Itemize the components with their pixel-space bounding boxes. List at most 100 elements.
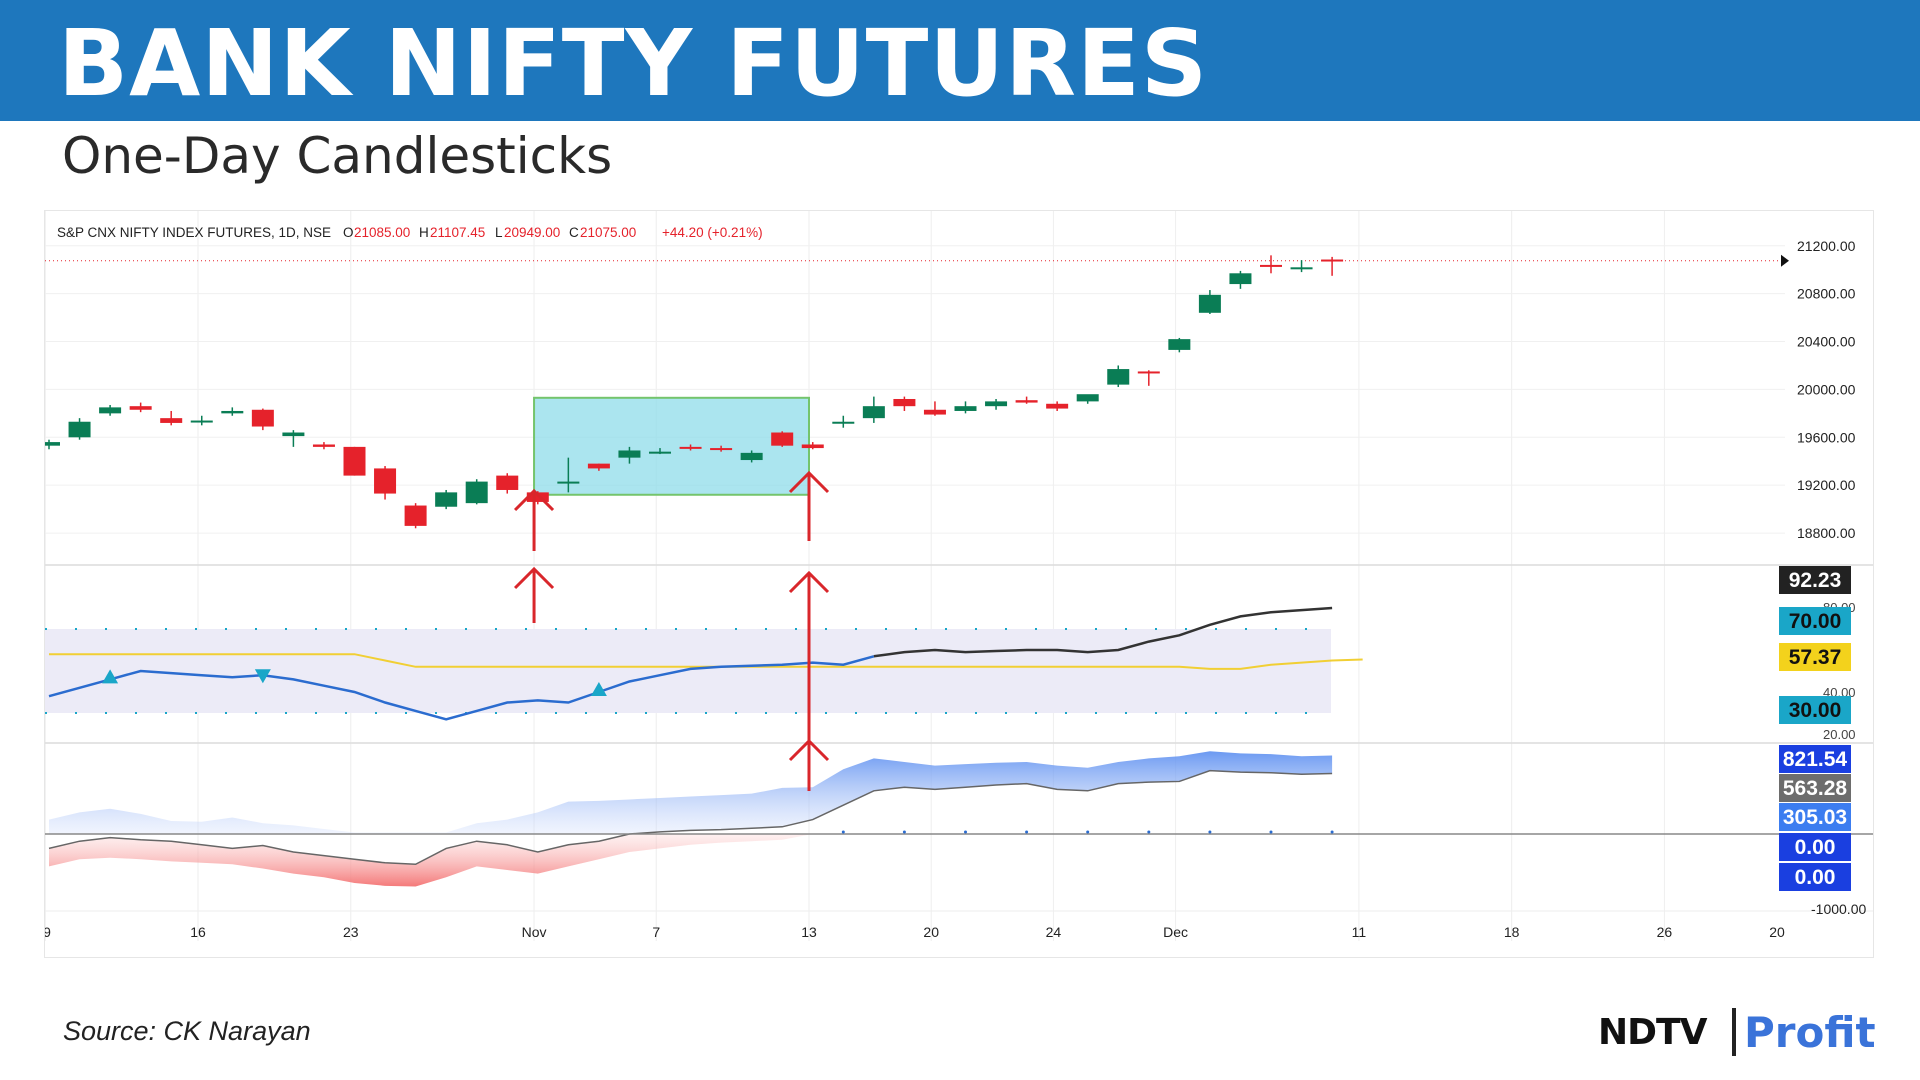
up-candle xyxy=(862,396,885,423)
candle-body xyxy=(771,432,794,446)
candle-body xyxy=(343,446,366,476)
ohlc-close-value: 21075.00 xyxy=(580,225,636,240)
x-tick-label: 18 xyxy=(1504,924,1520,940)
price-tick-label: 21200.00 xyxy=(1797,238,1856,254)
candle-body xyxy=(526,492,549,502)
candle-body xyxy=(496,475,519,490)
candle-body xyxy=(374,468,397,494)
ohlc-high-label: H xyxy=(419,225,429,240)
down-candle xyxy=(496,473,519,494)
down-candle xyxy=(160,410,183,426)
candle-body xyxy=(954,406,977,411)
candle-body xyxy=(587,463,610,469)
osc-value-30: 30.00 xyxy=(1779,696,1851,724)
value-badge-text: 0.00 xyxy=(1795,836,1836,859)
page-subtitle: One-Day Candlesticks xyxy=(62,127,613,185)
candle-body xyxy=(190,420,213,423)
oscillator-panel xyxy=(45,606,1363,721)
x-tick-label: Nov xyxy=(522,924,547,940)
up-candle xyxy=(1076,394,1099,404)
hist-value-821: 821.54 xyxy=(1779,745,1851,773)
chart-frame: S&P CNX NIFTY INDEX FUTURES, 1D, NSE O 2… xyxy=(44,210,1874,958)
histogram-dot xyxy=(1330,830,1334,834)
hist-value-305: 305.03 xyxy=(1779,803,1851,831)
histogram-dot xyxy=(1147,830,1151,834)
candle-body xyxy=(435,492,458,507)
candle-body xyxy=(312,444,335,447)
value-badge-bg xyxy=(1779,607,1851,635)
price-tick-label: 20400.00 xyxy=(1797,334,1856,350)
down-candle xyxy=(312,442,335,450)
candle-body xyxy=(1076,394,1099,402)
ohlc-close-label: C xyxy=(569,225,579,240)
value-badge-bg xyxy=(1779,745,1851,773)
value-badge-text: 70.00 xyxy=(1789,610,1842,633)
value-badge-bg xyxy=(1779,696,1851,724)
value-badge-text: 0.00 xyxy=(1795,866,1836,889)
down-candle xyxy=(587,463,610,471)
candle-body xyxy=(404,505,427,526)
down-candle xyxy=(893,396,916,411)
candle-body xyxy=(45,442,60,446)
down-candle xyxy=(404,503,427,529)
x-tick-label: 16 xyxy=(190,924,206,940)
value-badge-text: 30.00 xyxy=(1789,699,1842,722)
up-candle xyxy=(954,401,977,414)
candle-body xyxy=(221,410,244,414)
candle-body xyxy=(68,421,91,438)
value-badge-bg xyxy=(1779,774,1851,802)
hist-value-zero-b: 0.00 xyxy=(1779,863,1851,891)
histogram-axis-label: -1000.00 xyxy=(1811,901,1866,917)
value-badge-bg xyxy=(1779,643,1851,671)
ohlc-low-value: 20949.00 xyxy=(504,225,560,240)
up-candle xyxy=(1168,337,1191,353)
candle-body xyxy=(99,407,122,414)
candle-body xyxy=(1321,259,1344,262)
price-tick-label: 20800.00 xyxy=(1797,286,1856,302)
candlestick-chart: S&P CNX NIFTY INDEX FUTURES, 1D, NSE O 2… xyxy=(45,211,1873,941)
x-tick-label: 23 xyxy=(343,924,359,940)
up-candle xyxy=(282,430,305,447)
oscillator-up-marker xyxy=(590,682,607,696)
down-candle xyxy=(771,431,794,447)
up-candle xyxy=(435,489,458,510)
value-badge-text: 57.37 xyxy=(1789,646,1842,669)
value-labels: 92.23 70.00 57.37 30.00 821.54 563.28 305.03 0.… xyxy=(1779,566,1851,891)
up-candle xyxy=(465,479,488,505)
grid-lines xyxy=(45,211,1873,941)
up-candle xyxy=(618,446,641,464)
histogram-dot xyxy=(1086,830,1090,834)
header-bar xyxy=(0,0,1920,121)
up-candle xyxy=(557,457,580,493)
candle-body xyxy=(1229,273,1252,285)
value-badge-text: 821.54 xyxy=(1783,748,1848,771)
x-tick-label: 13 xyxy=(801,924,817,940)
histogram-positive-area xyxy=(49,751,1333,834)
candle-body xyxy=(1015,400,1038,403)
value-badge-text: 92.23 xyxy=(1789,569,1842,592)
value-badge-bg xyxy=(1779,566,1851,594)
price-tick-label: 19200.00 xyxy=(1797,477,1856,493)
arrow-head xyxy=(513,488,555,512)
value-badge-bg xyxy=(1779,833,1851,861)
histogram-dot xyxy=(841,830,845,834)
histogram-dot xyxy=(1025,830,1029,834)
x-tick-label: 20 xyxy=(1769,924,1785,940)
arrow-head xyxy=(788,570,830,594)
candle-body xyxy=(618,450,641,458)
candle-body xyxy=(923,409,946,415)
candle-body xyxy=(832,421,855,424)
candle-body xyxy=(1260,264,1282,267)
consolidation-box xyxy=(533,396,810,496)
candle-body xyxy=(740,452,763,461)
price-tick-label: 20000.00 xyxy=(1797,381,1856,397)
candle-body xyxy=(710,448,733,451)
arrow-head xyxy=(788,738,830,762)
source-credit: Source: CK Narayan xyxy=(63,1016,311,1046)
breakout-arrow-left-lower xyxy=(513,566,555,623)
down-candle xyxy=(1046,401,1069,411)
candle-body xyxy=(985,401,1008,407)
candle-body xyxy=(893,398,916,407)
oscillator-tick-label: 20.00 xyxy=(1823,727,1856,742)
breakout-arrow-right-upper xyxy=(788,470,830,541)
